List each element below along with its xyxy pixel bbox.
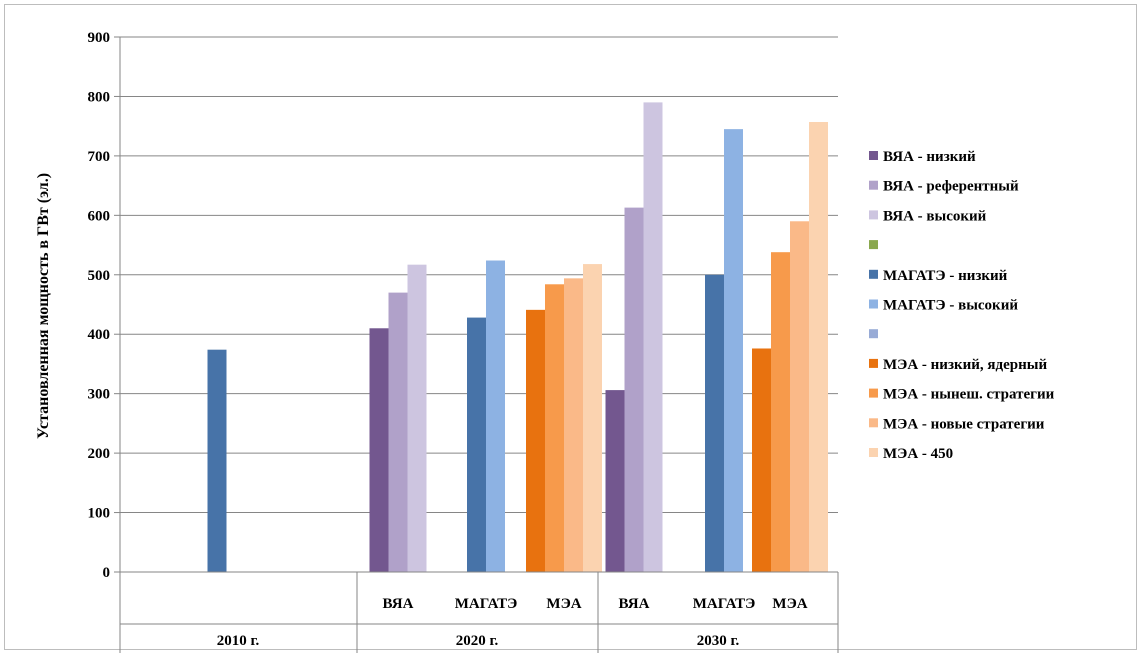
y-tick-label: 400	[88, 327, 111, 343]
legend-swatch	[869, 358, 878, 368]
bar	[486, 260, 505, 572]
year-label: 2010 г.	[217, 633, 260, 649]
legend: ВЯА - низкий ВЯА - референтный ВЯА - высок…	[869, 149, 1055, 462]
group-label: ВЯА	[383, 596, 414, 612]
y-axis-label: Установленная мощность в ГВт (эл.)	[35, 173, 52, 439]
bar	[407, 264, 427, 572]
y-tick-label: 600	[88, 208, 111, 224]
legend-swatch	[869, 151, 878, 160]
bar	[369, 328, 389, 572]
y-tick-label: 700	[88, 149, 111, 165]
legend-swatch	[869, 388, 878, 398]
group-label: МАГАТЭ	[455, 596, 518, 612]
legend-label: ВЯА - низкий	[883, 149, 976, 165]
bar	[705, 274, 724, 572]
bar	[790, 221, 809, 572]
y-tick-label: 200	[88, 446, 111, 462]
legend-swatch	[869, 448, 878, 457]
legend-swatch	[869, 269, 878, 279]
bar	[752, 348, 771, 572]
bar	[467, 317, 486, 572]
legend-label: МЭА - новые стратегии	[883, 416, 1045, 432]
y-tick-label: 100	[88, 506, 111, 522]
bar	[583, 264, 602, 572]
bar	[605, 390, 625, 572]
bar	[207, 349, 227, 572]
legend-label: МЭА - 450	[883, 446, 953, 462]
bar	[809, 122, 828, 572]
bar	[388, 292, 408, 572]
y-tick-label: 500	[88, 268, 111, 284]
legend-label: МАГАТЭ - высокий	[883, 298, 1018, 314]
legend-label: МЭА - нынеш. стратегии	[883, 387, 1055, 403]
legend-swatch	[869, 210, 878, 220]
group-label: МЭА	[546, 596, 581, 612]
bar	[545, 284, 564, 572]
year-label: 2020 г.	[456, 633, 499, 649]
y-tick-label: 300	[88, 387, 111, 403]
legend-swatch	[869, 329, 878, 339]
bars	[207, 102, 828, 572]
bar	[564, 278, 583, 572]
group-label: ВЯА	[619, 596, 650, 612]
y-tick-label: 800	[88, 89, 111, 105]
bar	[624, 207, 644, 572]
bar	[643, 102, 663, 572]
legend-swatch	[869, 299, 878, 309]
axes	[114, 36, 839, 653]
y-tick-label: 900	[88, 30, 111, 46]
legend-label: МЭА - низкий, ядерный	[883, 357, 1047, 373]
y-tick-label: 0	[103, 565, 111, 581]
legend-label: МАГАТЭ - низкий	[883, 268, 1008, 284]
chart-frame	[4, 4, 1137, 650]
group-label: МЭА	[772, 596, 807, 612]
legend-swatch	[869, 418, 878, 428]
legend-label: ВЯА - референтный	[883, 179, 1019, 195]
bar	[724, 129, 743, 572]
bar	[526, 309, 545, 572]
legend-swatch	[869, 240, 878, 250]
legend-label: ВЯА - высокий	[883, 208, 987, 224]
group-label: МАГАТЭ	[693, 596, 756, 612]
labels: 0 100 200 300 400 500 600 700 800 900 ВЯА МАГАТЭ МЭА…	[88, 30, 808, 649]
year-label: 2030 г.	[697, 633, 740, 649]
legend-swatch	[869, 180, 878, 190]
bar	[771, 252, 790, 572]
